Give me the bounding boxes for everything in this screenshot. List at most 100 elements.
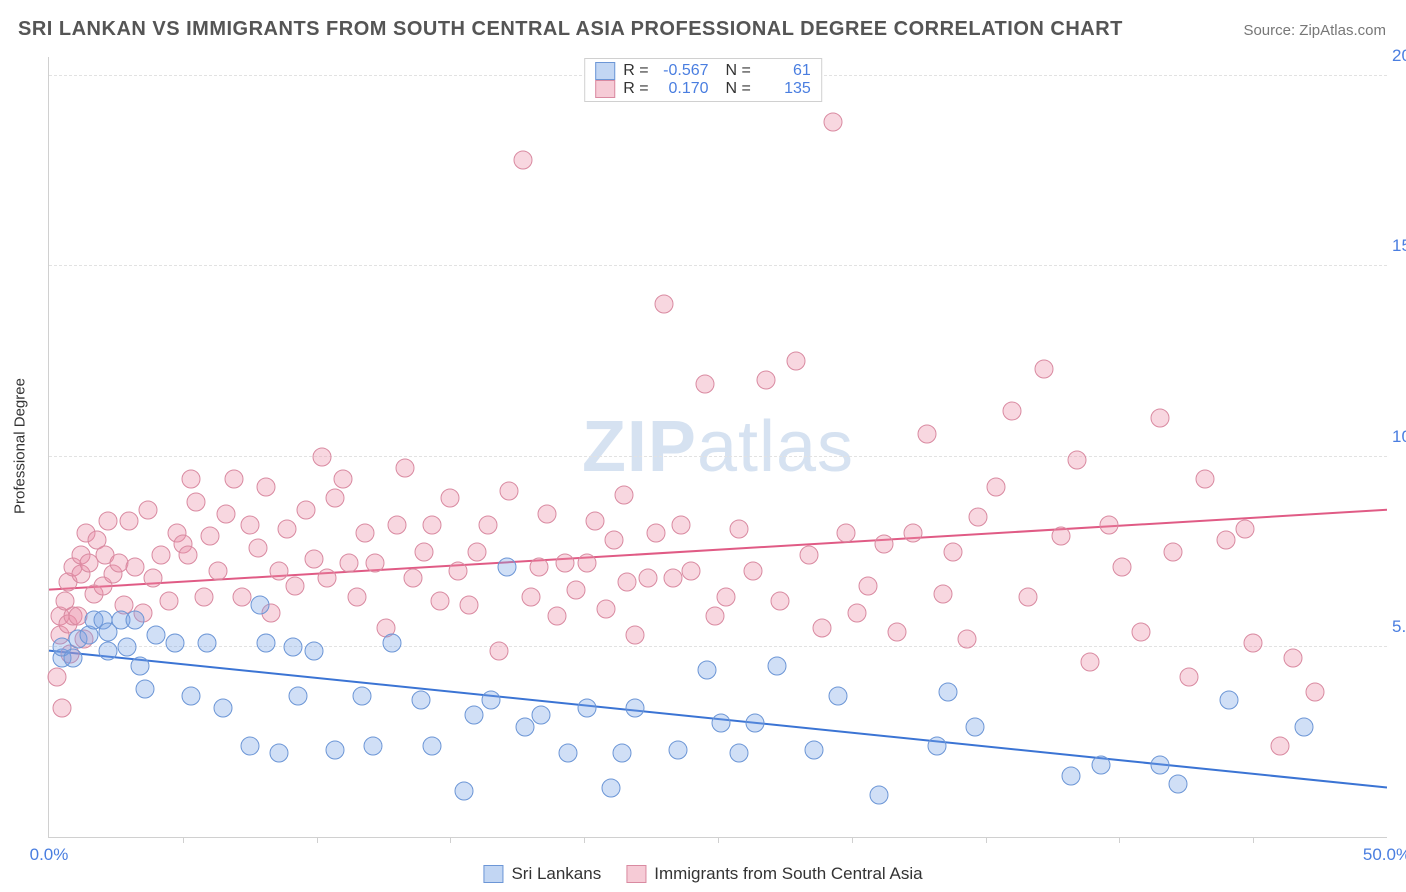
data-point	[529, 557, 548, 576]
data-point	[767, 656, 786, 675]
data-point	[682, 561, 701, 580]
data-point	[286, 576, 305, 595]
x-tick	[852, 837, 853, 843]
data-point	[537, 504, 556, 523]
data-point	[117, 637, 136, 656]
data-point	[334, 470, 353, 489]
data-point	[829, 687, 848, 706]
data-point	[98, 512, 117, 531]
data-point	[746, 713, 765, 732]
data-point	[585, 512, 604, 531]
data-point	[312, 447, 331, 466]
data-point	[216, 504, 235, 523]
swatch-blue-icon	[595, 62, 615, 80]
data-point	[363, 736, 382, 755]
data-point	[403, 569, 422, 588]
data-point	[869, 786, 888, 805]
data-point	[848, 603, 867, 622]
data-point	[200, 527, 219, 546]
data-point	[120, 512, 139, 531]
data-point	[1270, 736, 1289, 755]
data-point	[668, 740, 687, 759]
data-point	[449, 561, 468, 580]
data-point	[706, 607, 725, 626]
data-point	[240, 736, 259, 755]
data-point	[1051, 527, 1070, 546]
r-value-1: -0.567	[657, 62, 709, 80]
data-point	[965, 717, 984, 736]
data-point	[805, 740, 824, 759]
data-point	[197, 633, 216, 652]
x-tick-label: 0.0%	[30, 845, 69, 865]
data-point	[208, 561, 227, 580]
data-point	[411, 691, 430, 710]
data-point	[1244, 633, 1263, 652]
data-point	[596, 599, 615, 618]
data-point	[139, 500, 158, 519]
data-point	[671, 516, 690, 535]
data-point	[1067, 451, 1086, 470]
data-point	[288, 687, 307, 706]
x-tick	[1253, 837, 1254, 843]
data-point	[144, 569, 163, 588]
data-point	[224, 470, 243, 489]
x-tick	[183, 837, 184, 843]
n-label: N =	[717, 80, 751, 98]
data-point	[618, 573, 637, 592]
data-point	[355, 523, 374, 542]
y-axis-label: Professional Degree	[12, 378, 29, 514]
data-point	[382, 633, 401, 652]
data-point	[601, 778, 620, 797]
data-point	[559, 744, 578, 763]
data-point	[799, 546, 818, 565]
x-tick	[986, 837, 987, 843]
data-point	[1099, 516, 1118, 535]
data-point	[478, 516, 497, 535]
data-point	[179, 546, 198, 565]
data-point	[626, 626, 645, 645]
data-point	[548, 607, 567, 626]
data-point	[147, 626, 166, 645]
x-tick	[317, 837, 318, 843]
data-point	[441, 489, 460, 508]
source-label: Source: ZipAtlas.com	[1243, 22, 1386, 39]
data-point	[497, 557, 516, 576]
gridline	[49, 265, 1387, 266]
data-point	[304, 550, 323, 569]
r-label: R =	[623, 62, 648, 80]
gridline	[49, 646, 1387, 647]
data-point	[414, 542, 433, 561]
data-point	[366, 554, 385, 573]
data-point	[757, 371, 776, 390]
watermark: ZIPatlas	[582, 406, 854, 488]
data-point	[232, 588, 251, 607]
data-point	[339, 554, 358, 573]
data-point	[160, 592, 179, 611]
y-tick-label: 10.0%	[1392, 427, 1406, 447]
data-point	[730, 519, 749, 538]
data-point	[304, 641, 323, 660]
data-point	[1131, 622, 1150, 641]
stats-row-2: R = 0.170 N = 135	[595, 80, 811, 98]
x-tick	[1119, 837, 1120, 843]
data-point	[468, 542, 487, 561]
data-point	[824, 112, 843, 131]
data-point	[1150, 409, 1169, 428]
data-point	[136, 679, 155, 698]
stats-legend: R = -0.567 N = 61 R = 0.170 N = 135	[584, 58, 822, 102]
x-tick-label: 50.0%	[1363, 845, 1406, 865]
r-label: R =	[623, 80, 648, 98]
data-point	[615, 485, 634, 504]
data-point	[1003, 401, 1022, 420]
data-point	[187, 493, 206, 512]
data-point	[1062, 767, 1081, 786]
data-point	[567, 580, 586, 599]
data-point	[858, 576, 877, 595]
data-point	[326, 740, 345, 759]
watermark-bold: ZIP	[582, 407, 697, 487]
data-point	[213, 698, 232, 717]
data-point	[53, 698, 72, 717]
data-point	[717, 588, 736, 607]
data-point	[813, 618, 832, 637]
x-tick	[584, 837, 585, 843]
